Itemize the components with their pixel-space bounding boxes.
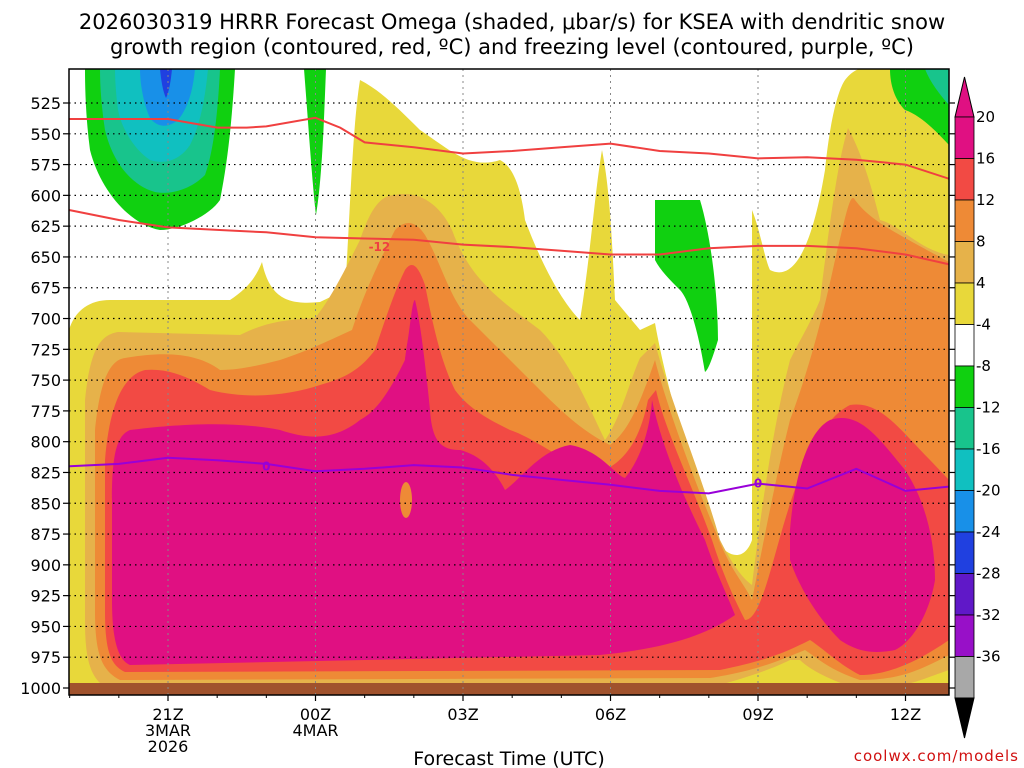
omega-shade-blob — [400, 482, 412, 518]
colorbar-label: -4 — [976, 316, 991, 334]
omega-shade-16-20-core — [400, 330, 420, 420]
colorbar-bin — [954, 116, 975, 159]
colorbar-label: 20 — [976, 108, 995, 126]
x-tick-label: 03Z — [447, 705, 478, 724]
colorbar-bin — [954, 656, 975, 699]
omega-shade-neg-20-24 — [160, 69, 172, 98]
colorbar-label: -12 — [976, 399, 1001, 417]
y-tick-label: 700 — [30, 310, 61, 329]
grid-lines — [69, 69, 949, 695]
y-tick-label: 675 — [30, 279, 61, 298]
contour-freezing-level-purple — [69, 456, 949, 495]
y-tick-label: 1000 — [20, 679, 61, 698]
contour-lines — [69, 116, 949, 495]
ground-strip — [69, 683, 949, 695]
x-tick-label: 06Z — [595, 705, 626, 724]
y-tick-label: 875 — [30, 525, 61, 544]
colorbar-label: -20 — [976, 482, 1001, 500]
colorbar-bin — [954, 241, 975, 284]
colorbar-bin — [954, 199, 975, 242]
chart-title-line1: 2026030319 HRRR Forecast Omega (shaded, … — [79, 10, 945, 34]
y-tick-label: 825 — [30, 463, 61, 482]
y-axis: 525 550 575 600 625 650 675 700 725 750 775 800 825 8… — [20, 94, 955, 698]
y-tick-label: 900 — [30, 556, 61, 575]
colorbar-bottom-cap — [954, 697, 975, 739]
y-tick-label: 950 — [30, 617, 61, 636]
colorbar-bin — [954, 158, 975, 201]
contour-labels: -12 0 0 — [262, 240, 762, 491]
colorbar-label: 8 — [976, 233, 986, 251]
y-tick-label: 925 — [30, 587, 61, 606]
colorbar-bin — [954, 448, 975, 491]
x-tick-label: 09Z — [742, 705, 773, 724]
y-tick-label: 975 — [30, 648, 61, 667]
x-tick-label: 4MAR — [292, 721, 338, 740]
y-tick-label: 775 — [30, 402, 61, 421]
y-tick-label: 750 — [30, 371, 61, 390]
colorbar-bin — [954, 490, 975, 533]
x-tick-label: 2026 — [148, 737, 189, 756]
colorbar-bin — [954, 282, 975, 325]
colorbar-label: 12 — [976, 191, 995, 209]
contour-label: 0 — [754, 477, 762, 491]
colorbar: 20 16 12 8 4 -4 -8 -12 -16 -20 -24 -28 -32 -36 — [954, 76, 1001, 739]
colorbar-bin — [954, 365, 975, 408]
y-tick-label: 575 — [30, 156, 61, 175]
y-tick-label: 625 — [30, 217, 61, 236]
colorbar-label: -28 — [976, 565, 1001, 583]
colorbar-label: -36 — [976, 648, 1001, 666]
y-tick-label: 600 — [30, 186, 61, 205]
colorbar-bin — [954, 324, 975, 367]
colorbar-bin — [954, 573, 975, 616]
x-tick-label: 12Z — [890, 705, 921, 724]
contour-dgz-bottom-red — [69, 208, 949, 266]
y-tick-label: 800 — [30, 433, 61, 452]
colorbar-label: 16 — [976, 150, 995, 168]
chart-title-line2: growth region (contoured, red, ºC) and f… — [110, 35, 914, 59]
colorbar-label: -8 — [976, 357, 991, 375]
colorbar-bin — [954, 531, 975, 574]
omega-shade-neg-16-20 — [140, 69, 195, 126]
y-tick-label: 725 — [30, 340, 61, 359]
omega-shading — [69, 69, 949, 695]
contour-label: -12 — [369, 240, 391, 254]
colorbar-top-cap — [954, 76, 975, 118]
x-tick-label: 3MAR — [145, 721, 191, 740]
colorbar-bin — [954, 614, 975, 657]
colorbar-label: 4 — [976, 274, 986, 292]
y-tick-label: 525 — [30, 94, 61, 113]
colorbar-label: -32 — [976, 606, 1001, 624]
watermark: coolwx.com/models — [854, 747, 1019, 765]
y-tick-label: 650 — [30, 248, 61, 267]
plot-frame — [68, 68, 950, 696]
omega-shade-16-20 — [112, 300, 935, 665]
colorbar-label: -24 — [976, 523, 1001, 541]
colorbar-bin — [954, 407, 975, 450]
plot-area: -12 0 0 525 550 575 600 625 650 675 700 725 750 775 8… — [20, 68, 955, 756]
x-tick-label: 00Z — [300, 705, 331, 724]
contour-dgz-top-red — [69, 116, 949, 180]
contour-label: 0 — [262, 459, 270, 473]
y-tick-label: 550 — [30, 125, 61, 144]
x-tick-label: 21Z — [152, 705, 183, 724]
y-tick-label: 850 — [30, 494, 61, 513]
x-axis-title: Forecast Time (UTC) — [413, 748, 604, 768]
colorbar-label: -16 — [976, 440, 1001, 458]
